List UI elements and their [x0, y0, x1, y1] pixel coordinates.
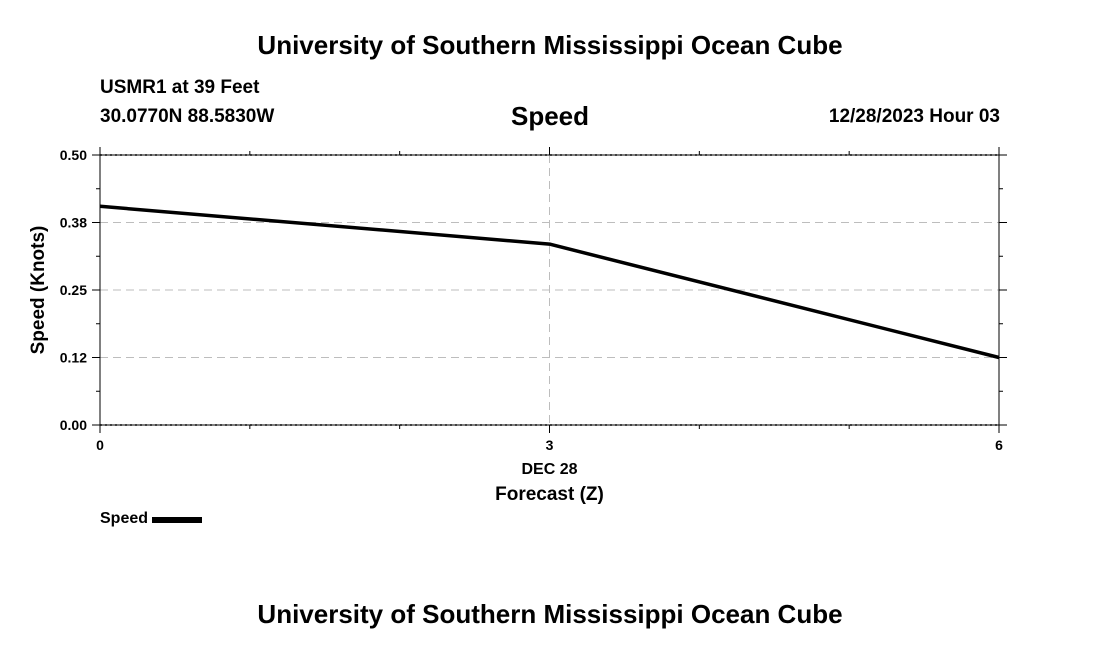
- x-tick-label: 0: [96, 437, 104, 453]
- y-tick-label: 0.12: [60, 350, 87, 366]
- y-tick-label: 0.38: [60, 215, 87, 231]
- station-label: USMR1 at 39 Feet: [100, 77, 260, 98]
- axis-labels: 0.00 0.12 0.25 0.38 0.50 0 3 6: [60, 147, 1003, 453]
- x-axis-title: Forecast (Z): [495, 484, 604, 505]
- y-tick-label: 0.25: [60, 282, 87, 298]
- grid-lines: [100, 154, 999, 426]
- chart-title: Speed: [510, 101, 590, 131]
- legend-swatch: [152, 517, 203, 523]
- footer-title: University of Southern Mississippi Ocean…: [257, 599, 843, 629]
- axis-ticks: [92, 147, 1007, 433]
- coordinates-label: 30.0770N 88.5830W: [100, 106, 275, 127]
- page-title: University of Southern Mississippi Ocean…: [257, 30, 843, 60]
- y-tick-label: 0.50: [60, 147, 87, 163]
- y-tick-label: 0.00: [60, 417, 87, 433]
- x-date-label: DEC 28: [521, 461, 577, 478]
- y-axis-title: Speed (Knots): [28, 226, 49, 355]
- legend: Speed: [100, 510, 203, 528]
- datetime-label: 12/28/2023 Hour 03: [828, 106, 1000, 127]
- x-tick-label: 3: [546, 437, 554, 453]
- speed-series-line: [99, 204, 1000, 360]
- legend-label: Speed: [100, 510, 149, 527]
- x-tick-label: 6: [995, 437, 1003, 453]
- series-layer: [99, 204, 1000, 360]
- plot-frame: [99, 154, 1000, 426]
